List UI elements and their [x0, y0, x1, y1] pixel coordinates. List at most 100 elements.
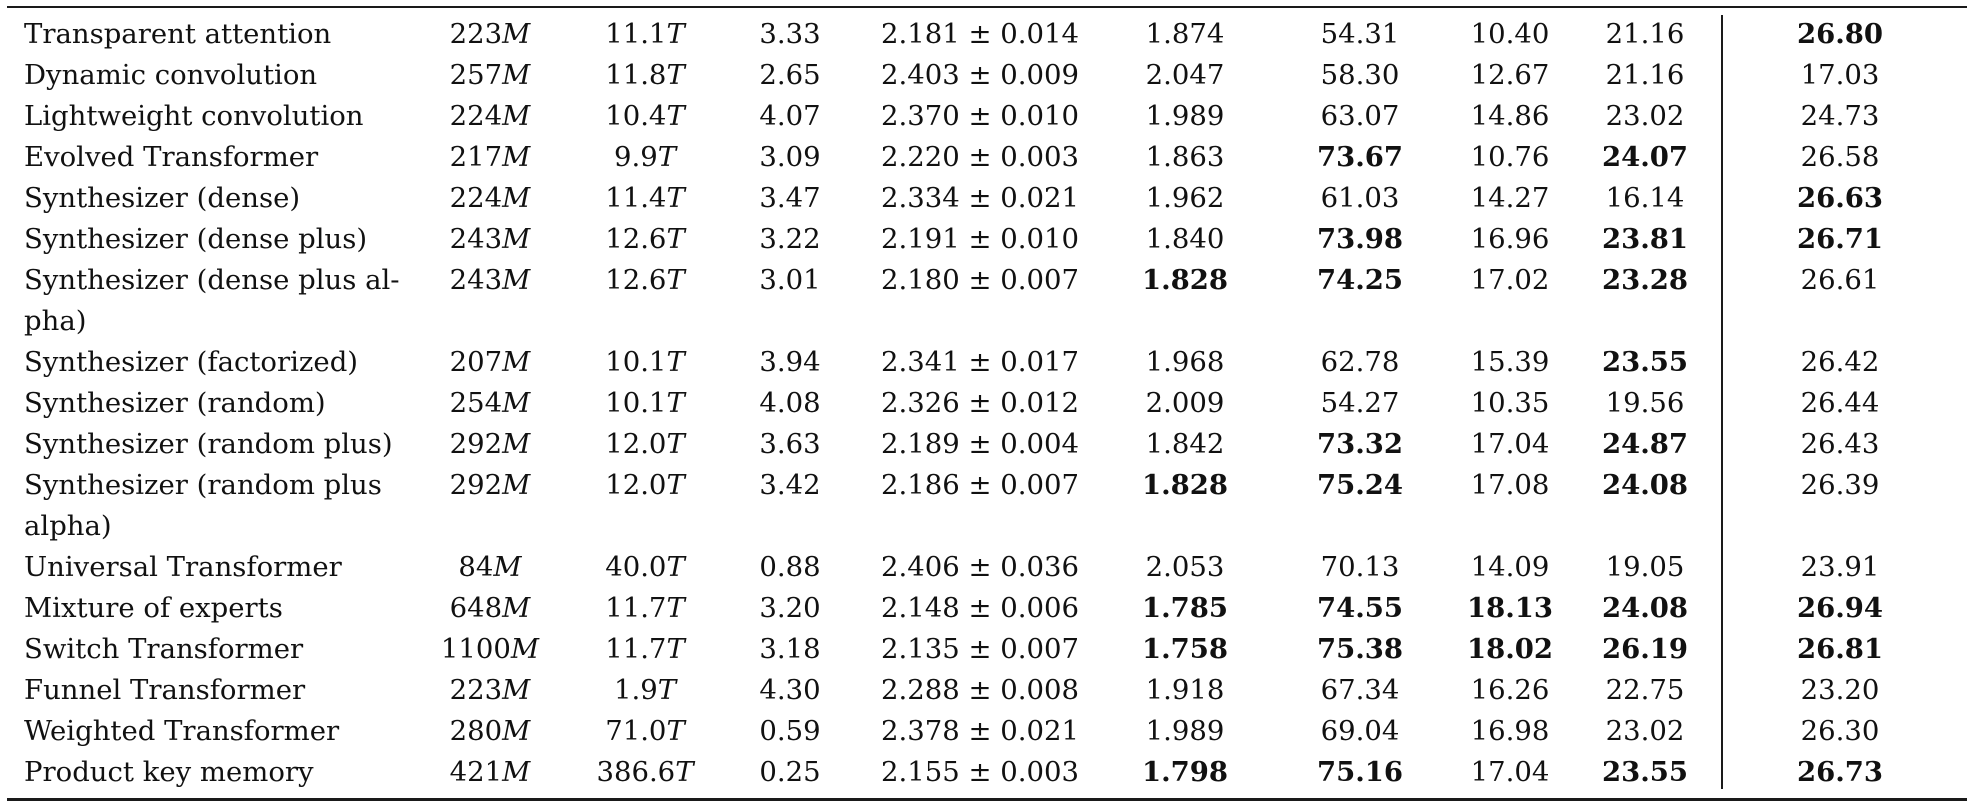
table-row: Product key memory 421M 386.6T 0.25 2.155 ± … — [0, 752, 1967, 793]
model-name-cell: Product key memory — [24, 752, 424, 793]
ops-cell-unit: T — [666, 715, 685, 747]
xsum-cell-value: 18.13 — [1466, 592, 1554, 624]
xsum-cell-value: 18.02 — [1466, 633, 1554, 665]
wmt-cell-value: 26.80 — [1796, 18, 1884, 50]
sglue-cell: 63.07 — [1290, 96, 1430, 137]
loss-cell: 1.840 — [1115, 219, 1255, 260]
xsum-cell: 10.40 — [1445, 14, 1575, 55]
params-cell: 421M — [430, 752, 550, 793]
params-cell: 648M — [430, 588, 550, 629]
xsum-cell-value: 14.86 — [1470, 100, 1550, 132]
xsum-cell: 16.26 — [1445, 670, 1575, 711]
steps-per-second-cell-value: 3.18 — [759, 633, 821, 665]
ops-cell-unit: T — [666, 223, 685, 255]
column-separator-rule — [1721, 15, 1723, 789]
params-cell-unit: M — [502, 428, 531, 460]
loss-cell-value: 1.874 — [1145, 18, 1225, 50]
webq-cell-value: 24.07 — [1601, 141, 1689, 173]
xsum-cell: 15.39 — [1445, 342, 1575, 383]
ops-cell: 10.1T — [580, 342, 710, 383]
params-cell-value: 84 — [458, 551, 494, 583]
model-name-line: Synthesizer (random plus) — [24, 428, 393, 460]
xsum-cell-value: 10.76 — [1470, 141, 1550, 173]
params-cell-unit: M — [493, 551, 522, 583]
params-cell-value: 254 — [449, 387, 503, 419]
wmt-cell: 26.80 — [1760, 14, 1920, 55]
ops-cell-unit: T — [666, 182, 685, 214]
model-name-line: Dynamic convolution — [24, 59, 318, 91]
steps-per-second-cell: 3.22 — [730, 219, 850, 260]
perplexity-cell: 2.180 ± 0.007 — [860, 260, 1100, 301]
ops-cell: 11.8T — [580, 55, 710, 96]
ops-cell-value: 11.4 — [605, 182, 667, 214]
model-name-line: Synthesizer (random) — [24, 387, 326, 419]
webq-cell-value: 24.08 — [1601, 469, 1689, 501]
wmt-cell-value: 26.61 — [1800, 264, 1880, 296]
webq-cell-value: 21.16 — [1605, 18, 1685, 50]
perplexity-cell-value: 2.155 ± 0.003 — [881, 756, 1079, 788]
table-row: Synthesizer (random plus) 292M 12.0T 3.63 2.… — [0, 424, 1967, 465]
wmt-cell: 23.20 — [1760, 670, 1920, 711]
ops-cell-unit: T — [666, 59, 685, 91]
wmt-cell: 26.30 — [1760, 711, 1920, 752]
xsum-cell-value: 17.02 — [1470, 264, 1550, 296]
ops-cell-value: 11.8 — [605, 59, 667, 91]
loss-cell: 2.009 — [1115, 383, 1255, 424]
loss-cell-value: 1.785 — [1141, 592, 1229, 624]
ops-cell: 12.6T — [580, 219, 710, 260]
model-name-line: pha) — [24, 305, 87, 337]
ops-cell-unit: T — [666, 592, 685, 624]
loss-cell-value: 1.863 — [1145, 141, 1225, 173]
loss-cell: 1.989 — [1115, 96, 1255, 137]
sglue-cell-value: 62.78 — [1320, 346, 1400, 378]
steps-per-second-cell: 0.25 — [730, 752, 850, 793]
webq-cell-value: 19.05 — [1605, 551, 1685, 583]
wmt-cell: 26.71 — [1760, 219, 1920, 260]
table-row: Mixture of experts 648M 11.7T 3.20 2.148 ± 0… — [0, 588, 1967, 629]
table-row: Dynamic convolution 257M 11.8T 2.65 2.403 ± … — [0, 55, 1967, 96]
perplexity-cell-value: 2.341 ± 0.017 — [881, 346, 1079, 378]
ops-cell-value: 11.1 — [605, 18, 667, 50]
params-cell-value: 292 — [449, 428, 503, 460]
wmt-cell: 26.94 — [1760, 588, 1920, 629]
sglue-cell-value: 73.98 — [1316, 223, 1404, 255]
xsum-cell: 14.09 — [1445, 547, 1575, 588]
perplexity-cell: 2.148 ± 0.006 — [860, 588, 1100, 629]
wmt-cell: 23.91 — [1760, 547, 1920, 588]
steps-per-second-cell-value: 3.09 — [759, 141, 821, 173]
params-cell: 292M — [430, 424, 550, 465]
sglue-cell-value: 73.32 — [1316, 428, 1404, 460]
params-cell: 224M — [430, 96, 550, 137]
wmt-cell-value: 26.71 — [1796, 223, 1884, 255]
params-cell-unit: M — [502, 182, 531, 214]
loss-cell-value: 1.842 — [1145, 428, 1225, 460]
model-name-cell: Synthesizer (random plus alpha) — [24, 465, 424, 547]
steps-per-second-cell-value: 3.42 — [759, 469, 821, 501]
steps-per-second-cell-value: 4.30 — [759, 674, 821, 706]
sglue-cell-value: 67.34 — [1320, 674, 1400, 706]
params-cell-value: 648 — [449, 592, 503, 624]
webq-cell: 24.87 — [1580, 424, 1710, 465]
table-row: Synthesizer (dense plus) 243M 12.6T 3.22 2.1… — [0, 219, 1967, 260]
ops-cell: 12.0T — [580, 424, 710, 465]
loss-cell: 1.842 — [1115, 424, 1255, 465]
model-name-cell: Synthesizer (random plus) — [24, 424, 424, 465]
loss-cell-value: 1.758 — [1141, 633, 1229, 665]
ops-cell: 11.7T — [580, 629, 710, 670]
model-name-cell: Weighted Transformer — [24, 711, 424, 752]
webq-cell: 23.55 — [1580, 752, 1710, 793]
perplexity-cell: 2.406 ± 0.036 — [860, 547, 1100, 588]
ops-cell-unit: T — [666, 100, 685, 132]
ops-cell-unit: T — [666, 469, 685, 501]
xsum-cell: 12.67 — [1445, 55, 1575, 96]
ops-cell: 11.4T — [580, 178, 710, 219]
table-row: Synthesizer (dense) 224M 11.4T 3.47 2.334 ± … — [0, 178, 1967, 219]
table-bottom-rule — [7, 798, 1967, 801]
ops-cell-unit: T — [666, 346, 685, 378]
webq-cell-value: 23.81 — [1601, 223, 1689, 255]
xsum-cell: 16.98 — [1445, 711, 1575, 752]
sglue-cell: 75.38 — [1290, 629, 1430, 670]
model-name-cell: Lightweight convolution — [24, 96, 424, 137]
model-name-cell: Dynamic convolution — [24, 55, 424, 96]
perplexity-cell: 2.288 ± 0.008 — [860, 670, 1100, 711]
